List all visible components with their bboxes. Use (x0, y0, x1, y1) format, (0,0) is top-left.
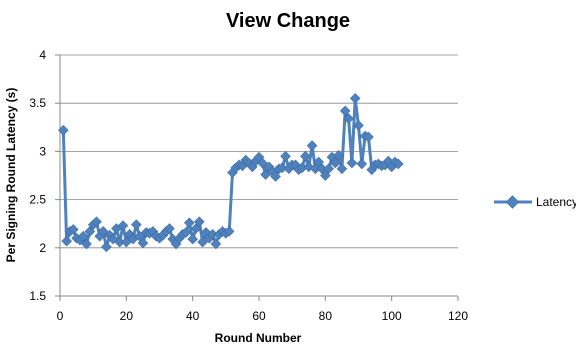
x-tick-label: 20 (120, 309, 134, 323)
data-point (97, 226, 109, 237)
chart-title: View Change (226, 10, 350, 32)
data-point (270, 171, 281, 182)
y-tick-label: 3 (39, 144, 46, 158)
data-point (117, 220, 129, 231)
data-point (333, 149, 344, 161)
x-tick-label: 100 (382, 309, 402, 323)
data-point (197, 236, 208, 248)
data-point (353, 120, 364, 131)
data-point (306, 140, 318, 151)
data-point (67, 224, 79, 235)
data-point (349, 93, 361, 104)
x-axis-label: Round Number (215, 331, 302, 345)
axes (55, 54, 459, 301)
data-point (164, 223, 175, 234)
data-point (81, 238, 92, 250)
y-axis-label: Per Signing Round Latency (s) (4, 88, 18, 263)
y-tick-label: 2.5 (29, 193, 46, 207)
data-point (210, 238, 222, 250)
x-tick-label: 40 (186, 309, 200, 323)
data-point (101, 241, 112, 253)
data-point (363, 131, 374, 143)
y-tick-label: 1.5 (29, 289, 46, 303)
data-point (61, 235, 72, 247)
legend: Latency (494, 195, 576, 209)
series-group (58, 93, 404, 253)
data-point (223, 226, 235, 237)
x-tick-label: 0 (57, 309, 64, 323)
y-tick-label: 3.5 (29, 96, 46, 110)
legend-label-latency: Latency (536, 195, 576, 209)
data-point (296, 162, 308, 174)
data-point (280, 150, 291, 162)
data-point (131, 219, 142, 230)
data-point (257, 157, 268, 169)
data-point (180, 227, 192, 238)
data-point (77, 230, 89, 242)
y-tick-label: 2 (39, 241, 46, 255)
data-point (187, 233, 198, 245)
data-point (356, 158, 368, 170)
data-point (343, 113, 354, 124)
data-point (184, 217, 195, 229)
legend-marker (505, 195, 520, 209)
data-point (330, 157, 341, 169)
data-point (114, 236, 125, 248)
data-point (392, 158, 404, 170)
data-point (336, 163, 348, 175)
y-tick-labels: 1.5 2 2.5 3 3.5 4 (29, 48, 46, 303)
x-tick-label: 60 (252, 309, 266, 323)
x-tick-label: 120 (448, 309, 468, 323)
data-point (58, 124, 69, 136)
x-tick-labels: 0 20 40 60 80 100 120 (57, 309, 469, 323)
data-point (276, 162, 288, 174)
data-point (207, 228, 218, 240)
data-point (346, 157, 358, 169)
data-point (339, 105, 351, 117)
y-tick-label: 4 (39, 48, 46, 62)
grid-lines (60, 54, 458, 249)
data-point (91, 216, 102, 228)
data-point (323, 163, 335, 175)
data-point (300, 150, 311, 162)
data-point (194, 216, 205, 228)
x-tick-label: 80 (319, 309, 333, 323)
data-point (137, 237, 149, 249)
